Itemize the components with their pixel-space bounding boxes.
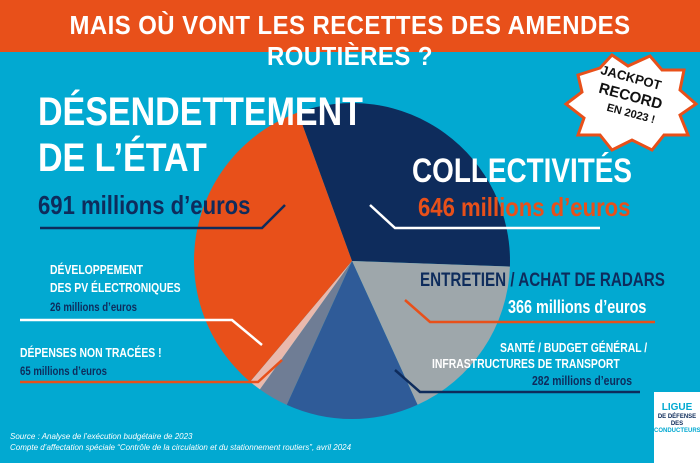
logo-line1: LIGUE [661,402,693,413]
label-pv-1: DÉVELOPPEMENT [50,262,144,277]
leader-desendettement [40,204,286,230]
leader-sante [394,369,640,394]
value-collectivites: 646 millions d’euros [418,192,631,222]
label-desendettement-2: DE L’ÉTAT [38,136,207,180]
pie-slice-3 [259,261,352,405]
source-line-1: Source : Analyse de l’exécution budgétai… [10,432,193,441]
page-title: MAIS OÙ VONT LES RECETTES DES AMENDES RO… [69,10,631,71]
logo-line2: DE DÉFENSE DES [657,414,697,428]
source-line-2: Compte d’affectation spéciale “Contrôle … [10,443,352,452]
leader-pv [20,318,263,346]
label-nontracees: DÉPENSES NON TRACÉES ! [20,345,162,360]
label-sante-2: INFRASTRUCTURES DE TRANSPORT [432,356,620,371]
value-entretien: 366 millions d’euros [508,297,647,317]
pie-slice-5 [194,112,352,382]
value-nontracees: 65 millions d’euros [20,364,107,378]
header-bar [0,0,700,52]
pie-slice-1 [352,261,510,405]
logo: LIGUE DE DÉFENSE DES CONDUCTEURS [654,392,700,463]
leader-collectivites [369,204,600,230]
label-entretien: ENTRETIEN / ACHAT DE RADARS [420,270,665,291]
label-pv-2: DES PV ÉLECTRONIQUES [50,280,181,295]
pie-slice-2 [286,261,418,419]
label-collectivites: COLLECTIVITÉS [412,152,632,190]
value-pv: 26 millions d’euros [50,300,137,314]
label-desendettement-1: DÉSENDETTEMENT [38,90,363,134]
pie-slice-0 [297,103,510,267]
pie-slice-4 [250,261,352,390]
leader-entretien [404,299,655,324]
value-desendettement: 691 millions d’euros [38,190,251,220]
value-sante: 282 millions d’euros [532,373,632,388]
logo-line3: CONDUCTEURS [654,428,700,435]
burst-shape [563,53,699,152]
leader-nontracees [20,359,283,384]
label-sante-1: SANTÉ / BUDGET GÉNÉRAL / [500,340,648,355]
